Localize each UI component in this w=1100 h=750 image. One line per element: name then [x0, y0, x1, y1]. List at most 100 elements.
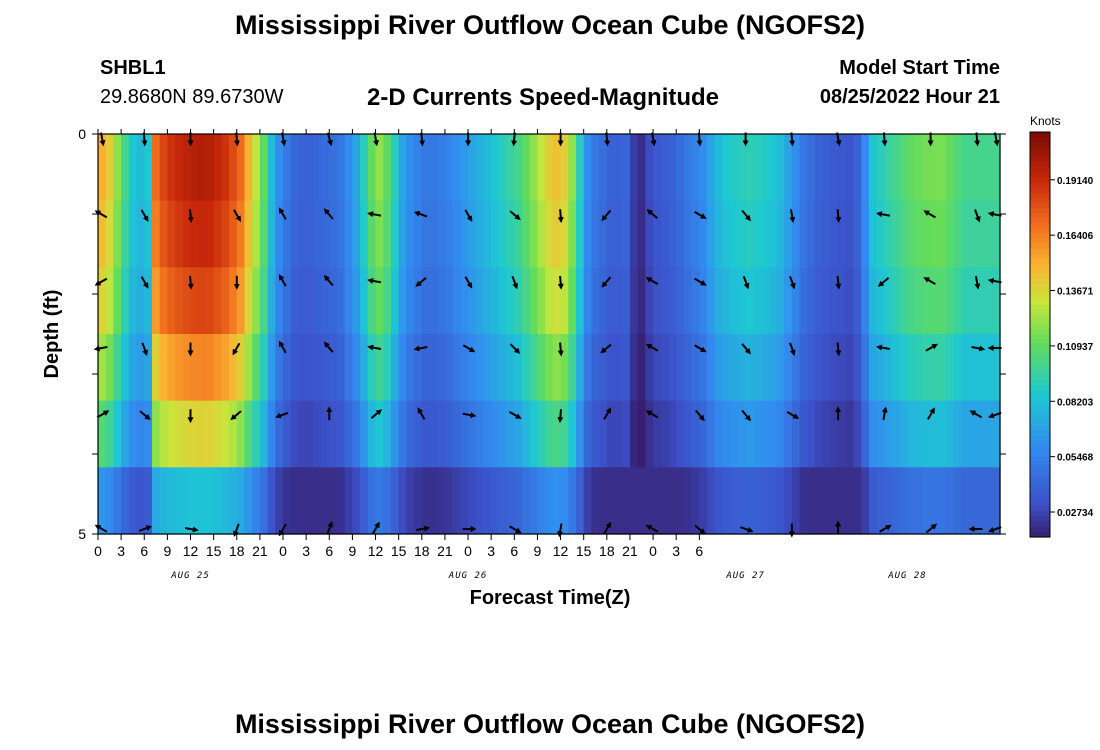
station-id: SHBL1 — [100, 57, 166, 79]
heatmap-cell — [159, 467, 168, 535]
heatmap-cell — [460, 200, 469, 268]
heatmap-cell — [267, 134, 276, 202]
current-vector-arrow — [645, 277, 659, 285]
heatmap-cell — [938, 267, 947, 335]
heatmap-cell — [907, 134, 916, 202]
model-start-label: Model Start Time — [839, 57, 1000, 79]
heatmap-cell — [822, 400, 831, 468]
colorbar-segment — [1030, 213, 1050, 219]
heatmap-cell — [128, 267, 138, 335]
heatmap-cell — [429, 334, 438, 402]
heatmap-cell — [144, 134, 153, 202]
heatmap-cell — [98, 200, 107, 268]
heatmap-cell — [213, 400, 222, 468]
heatmap-cell — [336, 467, 346, 535]
heatmap-cell — [552, 334, 562, 402]
heatmap-cell — [807, 400, 816, 468]
heatmap-cell — [791, 400, 801, 468]
heatmap-cell — [845, 267, 855, 335]
heatmap-cell — [252, 267, 261, 335]
heatmap-cell — [229, 200, 238, 268]
heatmap-cell — [822, 467, 831, 535]
heatmap-cell — [429, 134, 438, 202]
colorbar-segment — [1030, 425, 1050, 432]
heatmap-cell — [352, 134, 361, 202]
heatmap-cell — [637, 267, 646, 335]
heatmap-cell — [953, 334, 963, 402]
speed-heatmap — [98, 134, 1001, 535]
heatmap-cell — [406, 200, 415, 268]
heatmap-cell — [629, 467, 639, 535]
colorbar-segment — [1030, 531, 1050, 538]
heatmap-cell — [730, 400, 739, 468]
heatmap-cell — [452, 267, 461, 335]
heatmap-cell — [953, 200, 963, 268]
x-tick-label: 18 — [599, 543, 615, 559]
heatmap-cell — [838, 334, 847, 402]
heatmap-cell — [730, 267, 739, 335]
heatmap-cell — [460, 400, 469, 468]
heatmap-cell — [460, 334, 469, 402]
heatmap-cell — [267, 334, 276, 402]
heatmap-cell — [398, 400, 407, 468]
chart-title-bottom: Mississippi River Outflow Ocean Cube (NG… — [234, 709, 866, 739]
heatmap-cell — [537, 400, 546, 468]
heatmap-cell — [668, 200, 677, 268]
heatmap-cell — [167, 400, 176, 468]
current-vector-arrow — [367, 344, 382, 351]
heatmap-cell — [961, 267, 970, 335]
heatmap-cell — [367, 467, 377, 535]
heatmap-cell — [907, 467, 916, 535]
colorbar-segment — [1030, 167, 1050, 174]
heatmap-cell — [414, 334, 423, 402]
x-tick-label: 21 — [252, 543, 268, 559]
current-speed-chart: 0 3 6 9 12 15 18 21 0 3 6 9 12 15 18 21 0 3 6 9 12 15 18 21 0 3 6A… — [41, 114, 1094, 609]
current-vectors — [93, 132, 1002, 538]
heatmap-cell — [892, 134, 901, 202]
colorbar-segment — [1030, 192, 1050, 199]
heatmap-cell — [421, 267, 431, 335]
heatmap-cell — [915, 134, 924, 202]
heatmap-cell — [128, 200, 138, 268]
colorbar-segment — [1030, 329, 1050, 336]
heatmap-cell — [375, 467, 384, 535]
heatmap-cell — [922, 467, 932, 535]
x-tick-label: 6 — [695, 543, 703, 559]
heatmap-cell — [136, 200, 145, 268]
heatmap-cell — [236, 200, 246, 268]
heatmap-cell — [283, 134, 292, 202]
colorbar-segment — [1030, 415, 1050, 422]
heatmap-cell — [421, 467, 431, 535]
heatmap-cell — [175, 134, 184, 202]
colorbar-tick-label: 0.05468 — [1057, 453, 1094, 464]
heatmap-cell — [545, 467, 554, 535]
heatmap-cell — [151, 200, 161, 268]
colorbar-segment — [1030, 294, 1050, 300]
heatmap-cell — [892, 200, 901, 268]
heatmap-cell — [622, 200, 631, 268]
heatmap-cell — [699, 467, 708, 535]
heatmap-cell — [221, 334, 230, 402]
current-vector-arrow — [694, 277, 707, 286]
heatmap-cell — [868, 134, 878, 202]
heatmap-cell — [537, 467, 546, 535]
heatmap-cell — [475, 400, 485, 468]
heatmap-cell — [938, 334, 947, 402]
current-vector-arrow — [789, 209, 796, 224]
heatmap-cell — [629, 267, 639, 335]
heatmap-cell — [938, 467, 947, 535]
day-label: AUG 26 — [448, 571, 488, 581]
heatmap-cell — [814, 334, 824, 402]
heatmap-cell — [976, 467, 986, 535]
heatmap-cell — [753, 334, 762, 402]
heatmap-cell — [290, 200, 300, 268]
current-vector-arrow — [875, 211, 890, 218]
heatmap-cell — [475, 134, 485, 202]
heatmap-cell — [560, 334, 569, 402]
heatmap-cell — [105, 400, 115, 468]
heatmap-cell — [182, 200, 192, 268]
heatmap-cell — [437, 467, 446, 535]
heatmap-cell — [976, 400, 986, 468]
heatmap-cell — [321, 134, 330, 202]
heatmap-cell — [198, 467, 207, 535]
